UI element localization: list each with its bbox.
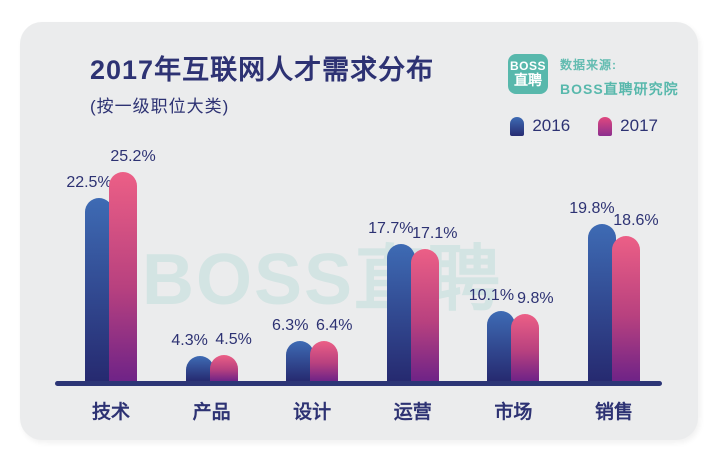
- value-label-2016-运营: 17.7%: [368, 219, 414, 237]
- bar-2017-技术: [109, 171, 137, 381]
- bar-2017-产品: [209, 354, 238, 381]
- bar-group-市场: 10.1% 9.8% 市场: [469, 287, 554, 423]
- bar-2016-市场: [487, 311, 516, 381]
- infographic-card: 2017年互联网人才需求分布 (按一级职位大类) BOSS 直聘 数据来源: B…: [20, 22, 698, 440]
- value-label-2016-技术: 22.5%: [66, 174, 112, 192]
- category-label-销售: 销售: [594, 402, 633, 423]
- legend-label-2017: 2017: [620, 116, 658, 135]
- value-label-2017-设计: 6.4%: [315, 316, 353, 334]
- category-label-设计: 设计: [293, 402, 332, 423]
- value-label-2017-产品: 4.5%: [215, 330, 252, 348]
- bar-2016-销售: [587, 224, 616, 381]
- bar-group-技术: 22.5% 25.2% 技术: [66, 148, 155, 423]
- bar-group-运营: 17.7% 17.1% 运营: [368, 220, 457, 423]
- chart-title: 2017年互联网人才需求分布: [90, 55, 435, 85]
- legend-swatch-2017: [598, 116, 613, 136]
- category-label-运营: 运营: [393, 402, 432, 423]
- bar-2017-运营: [410, 249, 439, 381]
- x-axis-line: [55, 381, 662, 386]
- bar-chart-plot: 22.5% 25.2% 技术 4.3% 4.5% 产品 6.3% 6.4% 设计 17.7% 17.…: [66, 148, 658, 424]
- legend-item-2016: 2016: [510, 116, 570, 136]
- value-label-2017-销售: 18.6%: [613, 211, 659, 229]
- category-label-技术: 技术: [91, 402, 131, 423]
- category-label-市场: 市场: [494, 402, 533, 423]
- logo-text-zhipin: 直聘: [514, 71, 542, 88]
- bar-group-销售: 19.8% 18.6% 销售: [569, 200, 658, 423]
- bar-2016-技术: [85, 198, 113, 381]
- title-block: 2017年互联网人才需求分布 (按一级职位大类): [90, 48, 434, 117]
- bar-2017-销售: [611, 235, 640, 381]
- value-label-2016-产品: 4.3%: [171, 331, 208, 349]
- value-label-2017-技术: 25.2%: [110, 147, 156, 165]
- watermark-text: BOSS直聘: [142, 240, 503, 320]
- boss-zhipin-logo: BOSS 直聘: [508, 54, 548, 94]
- legend-item-2017: 2017: [598, 116, 658, 136]
- data-source-name: BOSS直聘研究院: [560, 81, 679, 97]
- legend-swatch-2016: [510, 116, 525, 136]
- bar-2016-设计: [286, 341, 315, 381]
- data-source-label: 数据来源:: [560, 58, 617, 72]
- legend-label-2016: 2016: [532, 116, 571, 135]
- bar-2016-运营: [386, 243, 415, 381]
- value-label-2017-市场: 9.8%: [517, 289, 554, 307]
- value-label-2016-设计: 6.3%: [271, 317, 309, 335]
- data-source-block: 数据来源: BOSS直聘研究院: [560, 54, 679, 99]
- category-label-产品: 产品: [192, 402, 231, 423]
- logo-text-boss: BOSS: [509, 58, 546, 73]
- bar-2016-产品: [185, 355, 214, 381]
- value-label-2016-销售: 19.8%: [569, 200, 615, 218]
- legend: 2016 2017: [510, 116, 658, 136]
- value-label-2017-运营: 17.1%: [412, 225, 458, 243]
- bar-2017-设计: [310, 340, 339, 381]
- bar-2017-市场: [511, 313, 540, 381]
- brand-block: BOSS 直聘 数据来源: BOSS直聘研究院: [508, 54, 679, 99]
- bar-group-设计: 6.3% 6.4% 设计: [272, 317, 352, 423]
- bar-group-产品: 4.3% 4.5% 产品: [171, 331, 251, 424]
- value-label-2016-市场: 10.1%: [468, 287, 515, 305]
- chart-subtitle: (按一级职位大类): [90, 97, 230, 116]
